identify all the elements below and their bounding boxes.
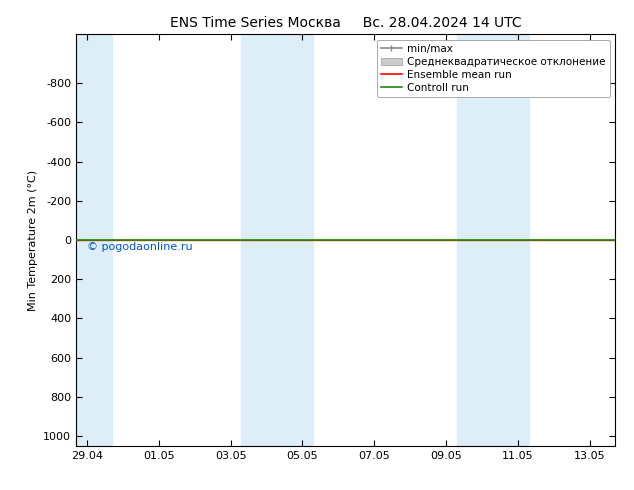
Bar [242, 34, 313, 446]
Bar [457, 34, 529, 446]
Title: ENS Time Series Москва     Вс. 28.04.2024 14 UTC: ENS Time Series Москва Вс. 28.04.2024 14… [170, 16, 521, 30]
Y-axis label: Min Temperature 2m (°C): Min Temperature 2m (°C) [28, 170, 37, 311]
Legend: min/max, Среднеквадратическое отклонение, Ensemble mean run, Controll run: min/max, Среднеквадратическое отклонение… [377, 40, 610, 97]
Text: © pogodaonline.ru: © pogodaonline.ru [87, 242, 193, 252]
Bar [76, 34, 112, 446]
